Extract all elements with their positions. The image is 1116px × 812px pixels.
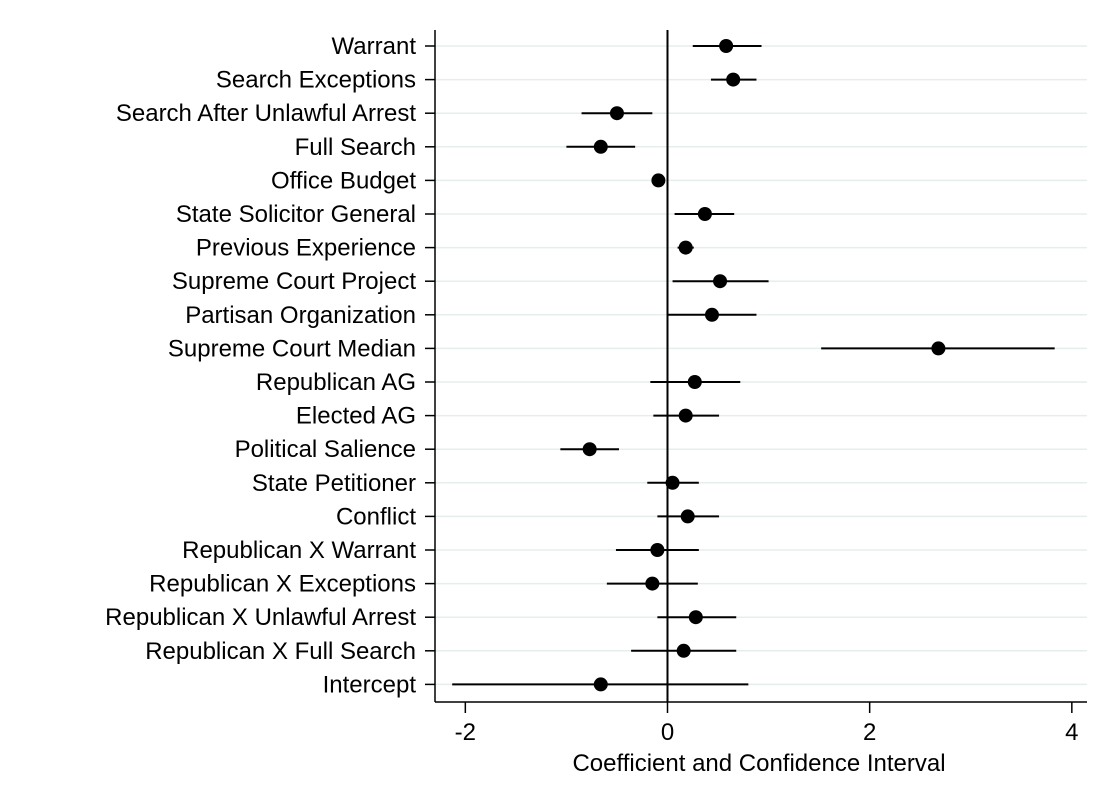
- category-label: Republican X Unlawful Arrest: [105, 604, 416, 631]
- estimate-point: [931, 341, 946, 356]
- category-label: Political Salience: [235, 436, 416, 463]
- estimate-point: [704, 307, 719, 322]
- x-tick-label: 4: [1065, 719, 1078, 746]
- category-label: Supreme Court Median: [168, 335, 416, 362]
- estimate-point: [713, 274, 728, 289]
- category-label: State Solicitor General: [176, 201, 416, 228]
- estimate-point: [719, 39, 734, 53]
- category-label: Republican X Full Search: [145, 638, 416, 665]
- estimate-point: [680, 509, 695, 524]
- confidence-intervals: [452, 45, 1055, 686]
- category-label: Republican AG: [256, 369, 416, 396]
- category-label: Partisan Organization: [185, 302, 416, 329]
- estimate-point: [678, 408, 693, 423]
- category-label: Previous Experience: [196, 235, 416, 262]
- estimate-point: [726, 72, 741, 87]
- estimate-point: [582, 442, 597, 457]
- category-label: State Petitioner: [252, 470, 416, 497]
- category-label: Republican X Exceptions: [149, 571, 416, 598]
- estimate-point: [645, 576, 660, 591]
- x-tick-label: 0: [661, 719, 674, 746]
- category-label: Elected AG: [296, 403, 416, 430]
- category-label: Warrant: [332, 33, 417, 60]
- category-labels: Warrant Search Exceptions Search After Unl…: [105, 33, 416, 698]
- estimate-point: [650, 543, 665, 557]
- estimate-point: [676, 643, 691, 658]
- category-label: Office Budget: [271, 167, 416, 194]
- estimate-point: [687, 375, 702, 389]
- category-label: Supreme Court Project: [172, 268, 416, 295]
- estimate-point: [593, 139, 608, 154]
- category-label: Search After Unlawful Arrest: [116, 100, 416, 127]
- category-label: Republican X Warrant: [182, 537, 416, 564]
- estimate-point: [688, 610, 703, 625]
- point-estimates: [582, 39, 946, 692]
- category-label: Conflict: [336, 503, 416, 530]
- estimate-point: [651, 173, 666, 188]
- x-tick-label: -2: [455, 719, 476, 746]
- category-label: Search Exceptions: [216, 67, 416, 94]
- estimate-point: [609, 106, 624, 121]
- axes: -2 0 2 4: [425, 30, 1087, 746]
- estimate-point: [678, 240, 693, 255]
- gridlines: [435, 45, 1087, 686]
- estimate-point: [697, 207, 712, 221]
- x-tick-label: 2: [863, 719, 876, 746]
- x-axis-title: Coefficient and Confidence Interval: [572, 750, 945, 777]
- category-label: Full Search: [295, 134, 416, 161]
- category-label: Intercept: [323, 671, 417, 698]
- estimate-point: [665, 475, 680, 490]
- estimate-point: [593, 677, 608, 692]
